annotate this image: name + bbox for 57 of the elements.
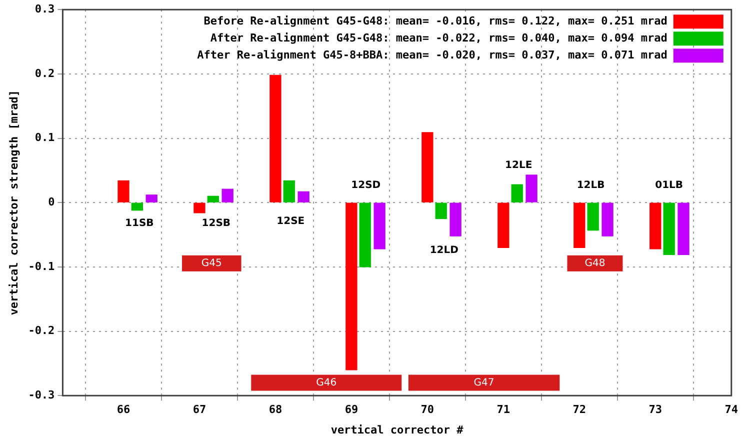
bar [678,202,690,256]
bar [118,180,130,202]
bar [359,202,371,268]
bar [207,196,219,202]
bar [511,184,523,202]
band-label: G45 [201,258,222,269]
bar [346,202,358,370]
x-tick-label: 66 [116,403,130,416]
x-tick-label: 68 [268,403,282,416]
y-tick-label: -0.3 [28,388,55,402]
legend-label: After Re-alignment G45-G48: mean= -0.022, rms= 0.040, max= 0.094 mrad [210,31,668,44]
x-tick-label: 69 [344,403,358,416]
y-axis-title: vertical corrector strength [mrad] [7,90,20,316]
band-label: G46 [316,377,337,388]
bar [587,202,599,231]
x-axis-title: vertical corrector # [330,423,464,436]
annotation: 12SD [351,180,381,191]
y-tick-label: 0.3 [34,2,55,16]
annotation: 12LB [576,180,605,191]
annotation: 01LB [655,180,684,191]
bar [146,194,158,202]
x-tick-label: 70 [420,403,434,416]
bar [222,188,234,202]
y-tick-label: -0.1 [28,260,56,273]
x-tick-label: 73 [648,403,662,416]
bar [602,202,614,236]
bar [650,202,662,250]
x-tick-label: 67 [192,403,206,416]
bar [131,202,143,211]
annotation: 12LD [430,244,458,256]
legend-label: Before Re-alignment G45-G48: mean= -0.016, rms= 0.122, max= 0.251 mrad [204,14,668,28]
bar [435,202,447,220]
bar [283,180,295,202]
bar [298,191,310,202]
annotation: 11SB [125,218,154,229]
x-tick-label: 72 [572,403,586,416]
bar [574,202,586,248]
bar [498,202,510,248]
annotation: 12LE [505,160,532,171]
bar [270,74,282,202]
y-tick-label: 0 [48,195,55,208]
band-label: G47 [474,377,494,388]
y-tick-label: 0.2 [34,66,55,80]
bar [194,202,206,214]
legend-label: After Re-alignment G45-8+BBA: mean= -0.020, rms= 0.037, max= 0.071 mrad [197,48,668,62]
bar [422,132,434,202]
bar [663,202,675,256]
x-tick-label: 71 [496,403,510,416]
y-tick-label: -0.2 [28,324,55,338]
annotation: 12SE [276,216,305,227]
bar [526,174,538,202]
band-label: G48 [584,258,606,269]
bar [374,202,386,250]
annotation: 12SB [202,218,231,229]
y-tick-label: 0.1 [34,131,56,144]
bar [450,202,462,236]
x-tick-label: 74 [724,403,738,416]
